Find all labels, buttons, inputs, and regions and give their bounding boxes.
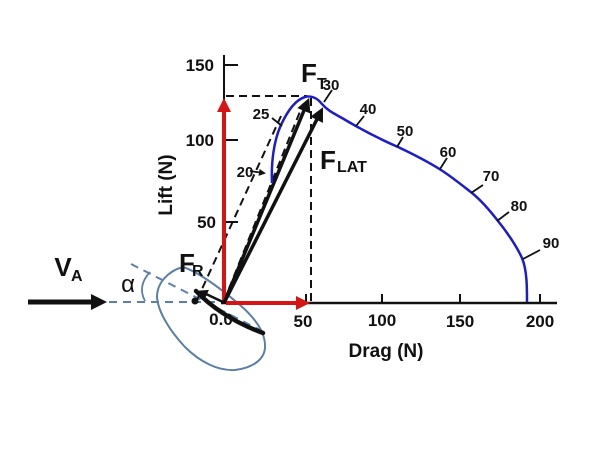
curve-tick-50 [396, 136, 404, 148]
x-tick-label-200: 200 [526, 312, 554, 331]
curve-tick-60 [439, 157, 448, 170]
flat-label-sub: LAT [337, 159, 367, 176]
curve-tick-70 [470, 184, 484, 194]
fr-label-main: F [179, 248, 195, 278]
alpha-angle-arc [141, 271, 151, 302]
x-tick-label-50: 50 [294, 312, 313, 331]
curve-label-50: 50 [397, 123, 414, 140]
curve-tick-25 [271, 117, 283, 127]
y-tick-label-50: 50 [197, 213, 216, 232]
curve-label-70: 70 [483, 168, 500, 185]
curve-label-90: 90 [543, 235, 560, 252]
lateral-force-arrow-flat [222, 107, 324, 304]
curve-label-25: 25 [253, 106, 270, 123]
curve-tick-30 [323, 89, 333, 103]
flat-label-main: F [320, 145, 336, 175]
total-force-arrow-ft [222, 97, 311, 304]
dashed-force-line-peak [223, 103, 304, 302]
curve-pointer-20 [249, 168, 266, 176]
ft-label-main: F [301, 58, 317, 88]
alpha-label: α [121, 271, 135, 298]
ft-label-sub: T [317, 76, 327, 93]
dashed-force-line-25 [196, 115, 282, 301]
curve-label-40: 40 [360, 101, 377, 118]
curve-tick-80 [496, 211, 510, 222]
y-tick-label-150: 150 [186, 56, 214, 75]
y-axis-title: Lift (N) [156, 154, 177, 215]
x-axis-title: Drag (N) [349, 341, 424, 362]
curve-label-20: 20 [237, 164, 254, 181]
curve-label-60: 60 [440, 144, 457, 161]
curve-label-80: 80 [511, 198, 528, 215]
driving-force-arrow-fr [198, 289, 224, 304]
boat-course-dashed-line [130, 263, 263, 332]
y-tick-label-100: 100 [186, 131, 214, 150]
curve-tick-40 [355, 115, 365, 127]
va-label-main: V [54, 252, 72, 282]
fr-label-sub: R [192, 263, 204, 280]
center-of-effort-dot [191, 297, 199, 305]
x-tick-label-150: 150 [446, 312, 474, 331]
x-tick-label-100: 100 [368, 311, 396, 330]
curve-tick-90 [522, 249, 541, 260]
va-label-sub: A [71, 268, 83, 285]
curve-label-30: 30 [323, 77, 340, 94]
